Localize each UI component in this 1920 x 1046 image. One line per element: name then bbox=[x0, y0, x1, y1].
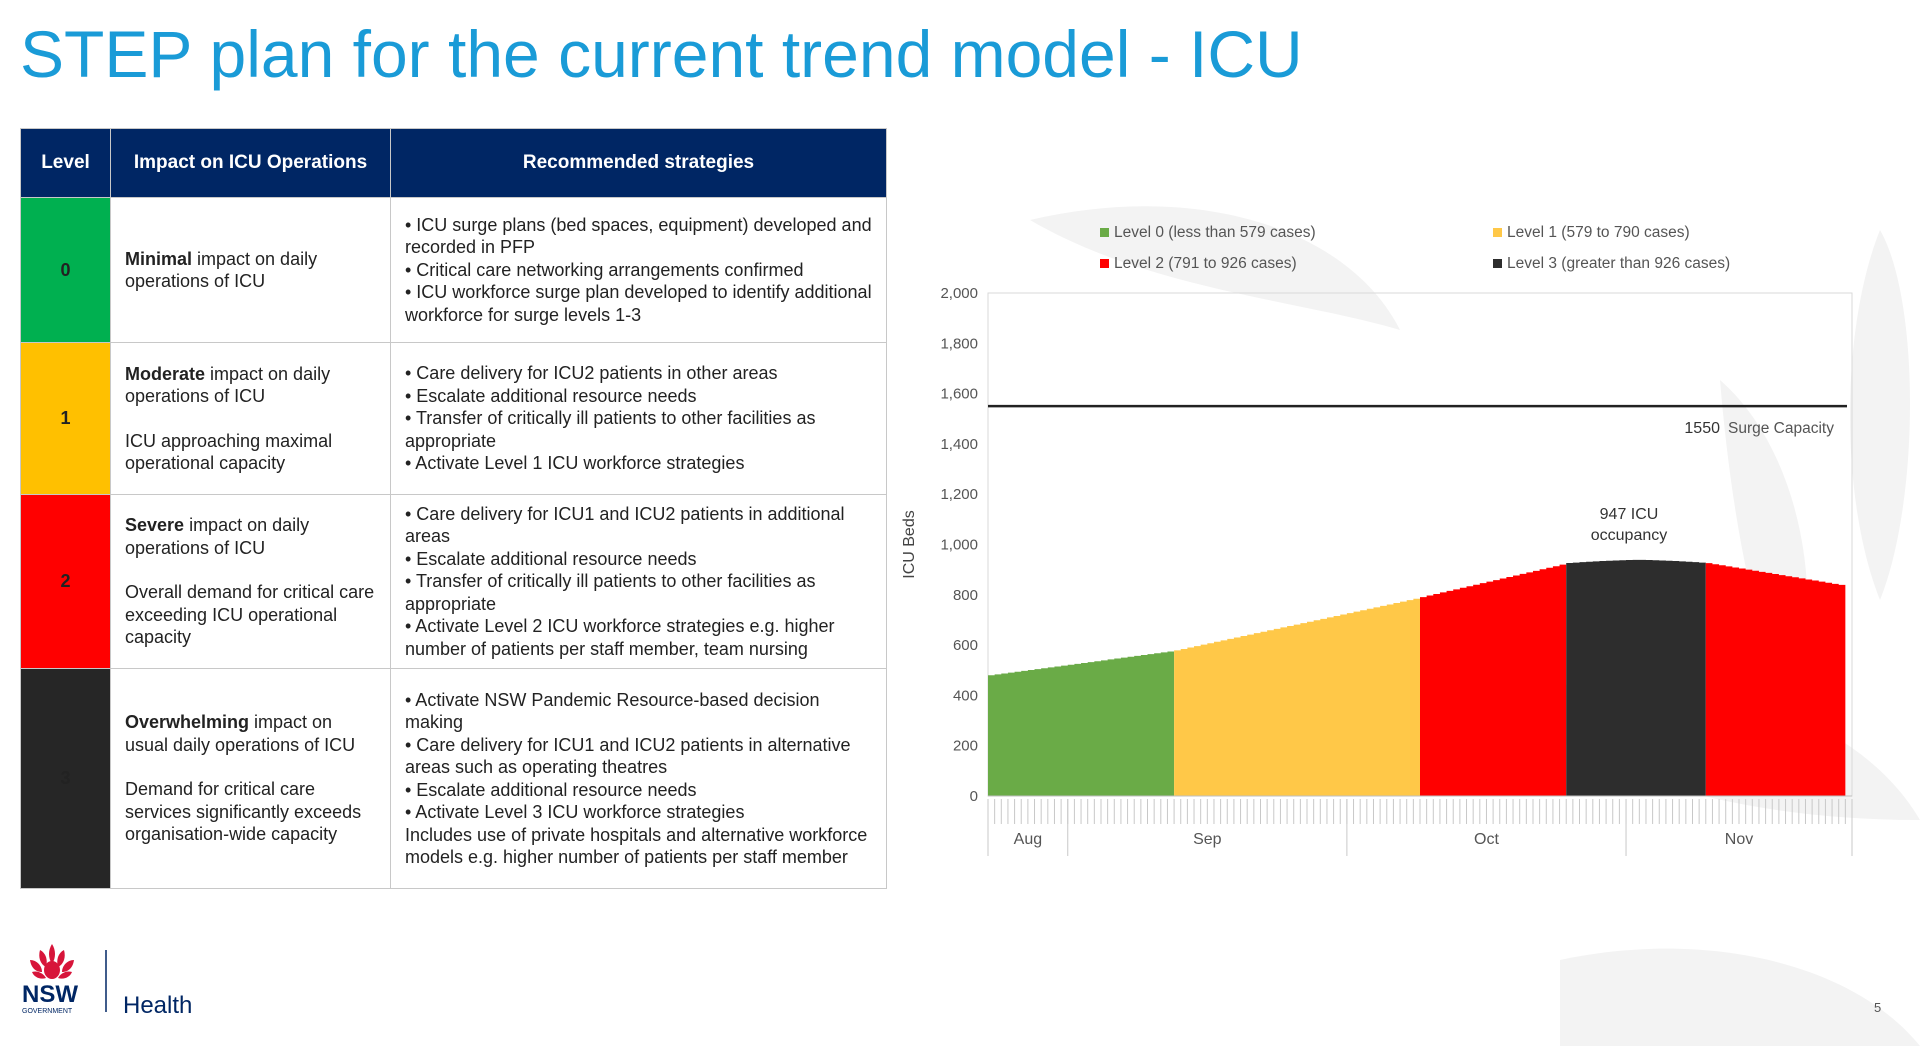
surge-capacity-label: Surge Capacity bbox=[1728, 420, 1834, 437]
strategy-item: • Activate NSW Pandemic Resource-based d… bbox=[405, 689, 820, 733]
table-row-level-0: 0 Minimal impact on daily operations of … bbox=[20, 197, 887, 343]
legend-item-level-3: Level 3 (greater than 926 cases) bbox=[1493, 255, 1730, 273]
strategy-item: • ICU surge plans (bed spaces, equipment… bbox=[405, 214, 872, 258]
strategy-item: • ICU workforce surge plan developed to … bbox=[405, 282, 872, 325]
y-tick-label: 400 bbox=[953, 687, 978, 704]
y-tick-label: 800 bbox=[953, 587, 978, 604]
y-tick-label: 1,600 bbox=[940, 386, 978, 403]
y-tick-label: 0 bbox=[970, 788, 978, 805]
strategy-item: • Activate Level 2 ICU workforce strateg… bbox=[405, 616, 835, 659]
header-impact: Impact on ICU Operations bbox=[110, 128, 391, 198]
y-tick-label: 2,000 bbox=[940, 285, 978, 302]
series-area-0 bbox=[988, 650, 1175, 796]
impact-bold: Overwhelming bbox=[125, 712, 250, 733]
strategies-cell-2: • Care delivery for ICU1 and ICU2 patien… bbox=[390, 494, 887, 669]
strategy-item: • Activate Level 1 ICU workforce strateg… bbox=[405, 453, 745, 474]
y-tick-label: 200 bbox=[953, 738, 978, 755]
header-level: Level bbox=[20, 128, 111, 198]
impact-bold: Minimal bbox=[125, 248, 193, 269]
impact-cell-3: Overwhelming impact on usual daily opera… bbox=[110, 668, 391, 889]
impact-bold: Moderate bbox=[125, 363, 206, 384]
impact-bold: Severe bbox=[125, 515, 185, 536]
strategy-item: • Transfer of critically ill patients to… bbox=[405, 571, 816, 614]
x-month-label: Aug bbox=[1014, 831, 1042, 848]
strategies-cell-1: • Care delivery for ICU2 patients in oth… bbox=[390, 342, 887, 495]
page-number: 5 bbox=[1874, 1000, 1882, 1015]
impact-text: impact on usual daily operations of ICU bbox=[125, 712, 356, 755]
series-area-1 bbox=[1174, 597, 1420, 796]
y-axis-label: ICU Beds bbox=[901, 510, 918, 578]
strategy-item: • Escalate additional resource needs bbox=[405, 385, 697, 406]
icu-beds-chart: 0 200 400 600 800 1,000 1,200 1,400 1,600 1,800 2,… bbox=[901, 285, 1853, 856]
table-row-level-3: 3 Overwhelming impact on usual daily ope… bbox=[20, 668, 887, 889]
y-tick-label: 1,000 bbox=[940, 537, 978, 554]
level-cell-0: 0 bbox=[20, 197, 111, 343]
surge-capacity-value: 1550 bbox=[1684, 420, 1720, 437]
strategy-item: • Care delivery for ICU2 patients in oth… bbox=[405, 363, 778, 384]
peak-annotation-line-1: 947 ICU bbox=[1600, 506, 1659, 523]
logo-nsw-text: NSW bbox=[22, 981, 78, 1008]
impact-cell-0: Minimal impact on daily operations of IC… bbox=[110, 197, 391, 343]
logo-government-text: GOVERNMENT bbox=[22, 1008, 73, 1015]
table-row-level-1: 1 Moderate impact on daily operations of… bbox=[20, 342, 887, 495]
legend-swatch bbox=[1100, 228, 1109, 238]
impact-extra: ICU approaching maximal operational capa… bbox=[125, 430, 333, 474]
strategy-item: • Care delivery for ICU1 and ICU2 patien… bbox=[405, 734, 851, 778]
logo-health-text: Health bbox=[123, 992, 192, 1016]
series-area-4 bbox=[1705, 563, 1846, 796]
y-tick-label: 1,400 bbox=[940, 436, 978, 453]
series-area-2 bbox=[1420, 563, 1567, 796]
x-month-label: Oct bbox=[1474, 831, 1499, 848]
legend-swatch bbox=[1493, 228, 1502, 238]
strategy-item: • Care delivery for ICU1 and ICU2 patien… bbox=[405, 503, 845, 547]
strategies-cell-3: • Activate NSW Pandemic Resource-based d… bbox=[390, 668, 887, 889]
legend-swatch bbox=[1493, 259, 1502, 269]
y-tick-label: 1,800 bbox=[940, 335, 978, 352]
legend-item-level-1: Level 1 (579 to 790 cases) bbox=[1493, 224, 1690, 242]
level-cell-3: 3 bbox=[20, 668, 111, 889]
legend-item-level-2: Level 2 (791 to 926 cases) bbox=[1100, 255, 1297, 273]
x-month-label: Nov bbox=[1725, 831, 1753, 848]
nsw-health-logo: NSW GOVERNMENT Health bbox=[20, 940, 210, 1021]
table-row-level-2: 2 Severe impact on daily operations of I… bbox=[20, 494, 887, 669]
y-tick-label: 1,200 bbox=[940, 486, 978, 503]
strategy-item: Includes use of private hospitals and al… bbox=[405, 824, 868, 868]
strategy-item: • Escalate additional resource needs bbox=[405, 548, 697, 569]
impact-text: impact on daily operations of ICU bbox=[125, 248, 318, 292]
header-strategies: Recommended strategies bbox=[390, 128, 887, 198]
impact-text: impact on daily operations of ICU bbox=[125, 515, 310, 558]
impact-extra: Demand for critical care services signif… bbox=[125, 779, 362, 845]
page-title: STEP plan for the current trend model - … bbox=[20, 17, 1303, 91]
strategy-item: • Transfer of critically ill patients to… bbox=[405, 408, 816, 451]
impact-text: impact on daily operations of ICU bbox=[125, 363, 331, 407]
peak-annotation-line-2: occupancy bbox=[1591, 527, 1668, 544]
impact-extra: Overall demand for critical care exceedi… bbox=[125, 582, 375, 648]
y-tick-label: 600 bbox=[953, 637, 978, 654]
legend-item-level-0: Level 0 (less than 579 cases) bbox=[1100, 224, 1316, 242]
level-cell-2: 2 bbox=[20, 494, 111, 669]
level-cell-1: 1 bbox=[20, 342, 111, 495]
step-plan-table: Level Impact on ICU Operations Recommend… bbox=[20, 128, 887, 889]
table-header-row: Level Impact on ICU Operations Recommend… bbox=[20, 128, 887, 198]
waratah-logo-icon: NSW GOVERNMENT Health bbox=[22, 944, 192, 1019]
strategy-item: • Activate Level 3 ICU workforce strateg… bbox=[405, 802, 745, 822]
impact-cell-2: Severe impact on daily operations of ICU… bbox=[110, 494, 391, 669]
strategies-cell-0: • ICU surge plans (bed spaces, equipment… bbox=[390, 197, 887, 343]
series-area-3 bbox=[1566, 559, 1706, 796]
impact-cell-1: Moderate impact on daily operations of I… bbox=[110, 342, 391, 495]
x-month-label: Sep bbox=[1193, 831, 1222, 848]
strategy-item: • Critical care networking arrangements … bbox=[405, 259, 804, 280]
legend-swatch bbox=[1100, 259, 1109, 269]
strategy-item: • Escalate additional resource needs bbox=[405, 779, 697, 800]
